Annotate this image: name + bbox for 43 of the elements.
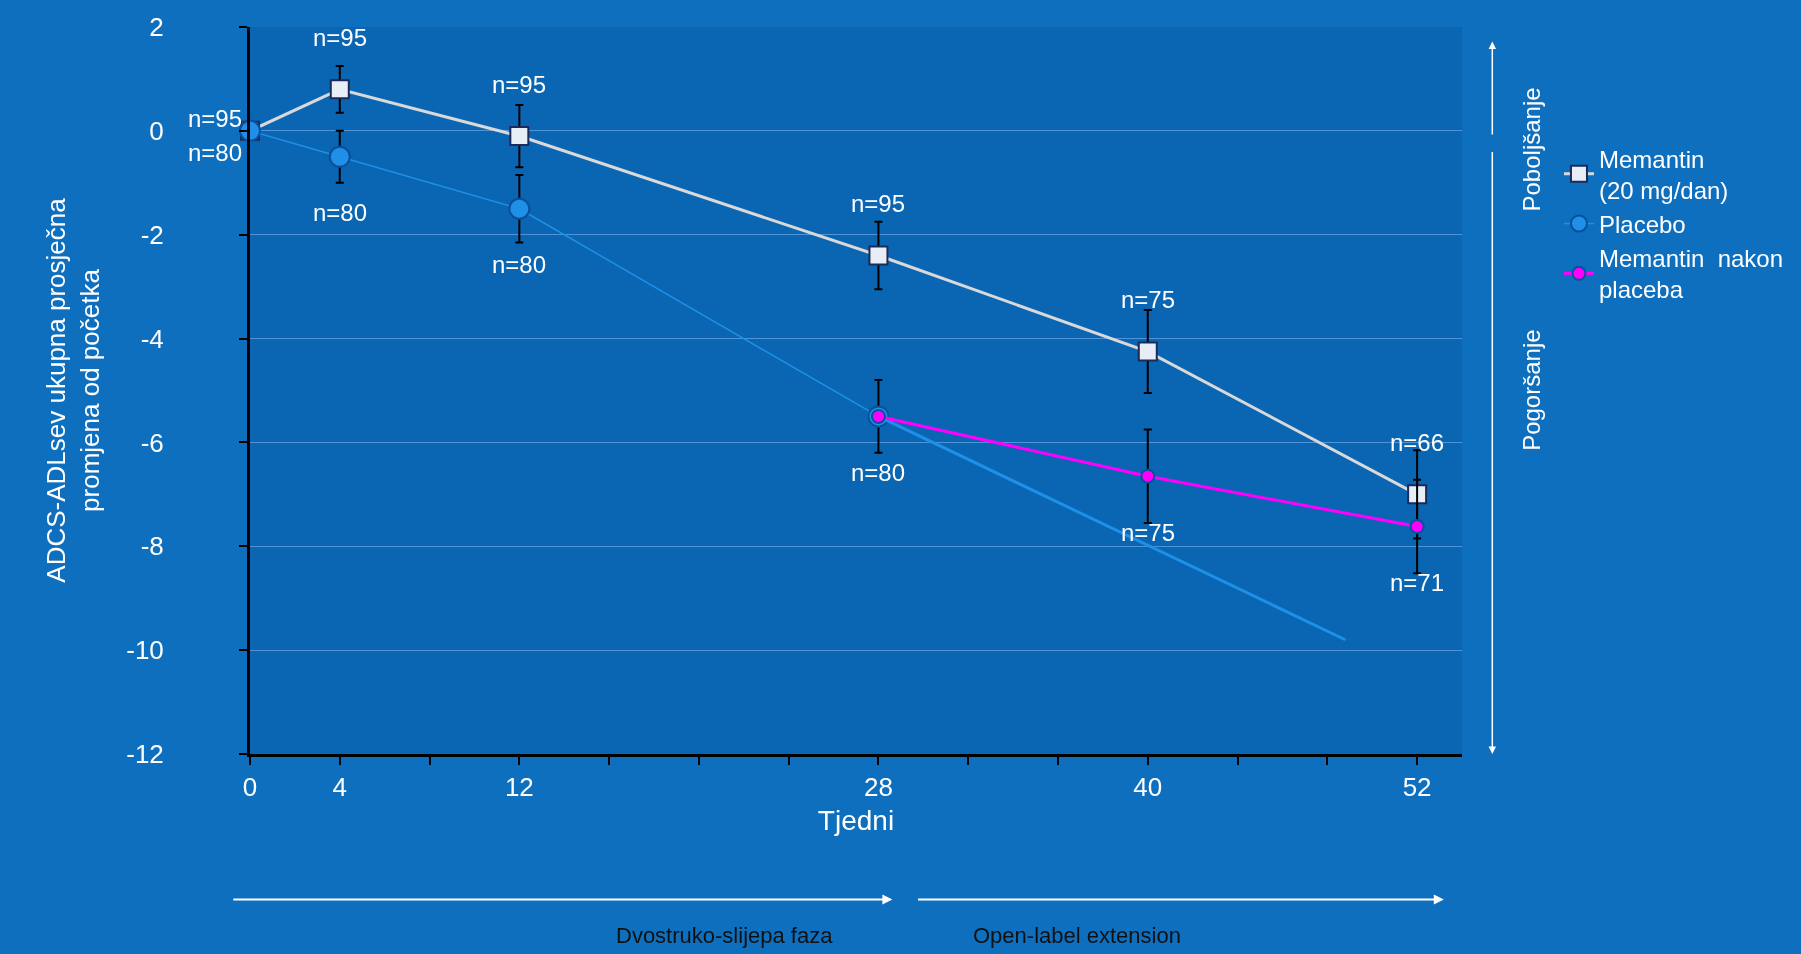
y-tick-label: -2 bbox=[140, 219, 164, 250]
annotation: n=95 bbox=[492, 71, 547, 98]
annotation: n=80 bbox=[188, 139, 243, 166]
x-axis-title: Tjedni bbox=[817, 805, 895, 837]
point bbox=[1140, 468, 1156, 484]
x-tick-label: 12 bbox=[504, 772, 534, 803]
legend-label: Memantin (20 mg/dan) bbox=[1598, 145, 1729, 204]
point bbox=[868, 245, 889, 266]
point bbox=[328, 145, 351, 168]
x-tick-label: 0 bbox=[242, 772, 258, 803]
text: Poboljšanje bbox=[1518, 87, 1546, 212]
y-tick-label: 2 bbox=[149, 12, 164, 43]
point bbox=[508, 197, 531, 220]
annotation: n=75 bbox=[1121, 519, 1176, 546]
annotation: n=80 bbox=[492, 251, 547, 278]
annotation: n=75 bbox=[1121, 286, 1176, 313]
point bbox=[509, 126, 530, 147]
point bbox=[329, 79, 350, 100]
annotation: n=80 bbox=[313, 199, 368, 226]
y-tick-label: 0 bbox=[149, 115, 164, 146]
text: Pogoršanje bbox=[1517, 329, 1545, 451]
y-tick-label: -12 bbox=[126, 739, 164, 770]
annotation: n=95 bbox=[313, 24, 368, 51]
annotation: n=95 bbox=[851, 190, 906, 217]
legend-label: Placebo bbox=[1598, 210, 1686, 238]
x-tick-label: 28 bbox=[863, 772, 893, 803]
point bbox=[1409, 519, 1425, 535]
x-tick-label: 52 bbox=[1402, 772, 1432, 803]
annotation: n=66 bbox=[1390, 429, 1445, 456]
x-tick-label: 4 bbox=[332, 772, 348, 803]
y-tick-label: -6 bbox=[140, 427, 164, 458]
x-tick-label: 40 bbox=[1133, 772, 1163, 803]
annotation: n=95 bbox=[188, 105, 243, 132]
y-tick-label: -4 bbox=[140, 323, 164, 354]
text: Open-label extension bbox=[973, 923, 1181, 948]
legend-label: Memantin nakon placeba bbox=[1598, 245, 1784, 304]
y-tick-label: -10 bbox=[126, 635, 164, 666]
text: Dvostruko-slijepa faza bbox=[616, 923, 834, 948]
point bbox=[1137, 341, 1158, 362]
annotation: n=71 bbox=[1390, 569, 1445, 596]
y-tick-label: -8 bbox=[140, 531, 164, 562]
annotation: n=80 bbox=[851, 459, 906, 486]
y-axis-title: ADCS-ADLsev ukupna prosječna promjena od početka bbox=[40, 197, 105, 583]
